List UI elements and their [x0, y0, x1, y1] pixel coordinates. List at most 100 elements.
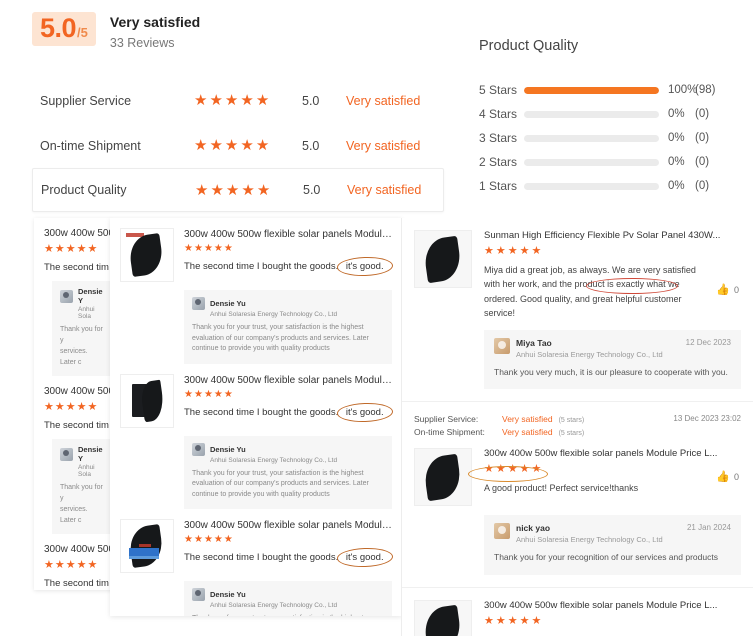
review-card-body: 300w 400w 500w flexible solar panels Mod…	[184, 374, 392, 428]
review-card[interactable]: 300w 400w 500w flexible solar panels Mod…	[110, 218, 402, 364]
star-bar-label: 5 Stars	[479, 83, 518, 97]
product-thumbnail[interactable]	[414, 230, 472, 288]
review-main: Sunman High Efficiency Flexible Pv Solar…	[414, 230, 741, 321]
like-control[interactable]: 👍 0	[716, 470, 739, 483]
review-card-top: 300w 400w 500w flexible solar panels Mod…	[120, 519, 392, 573]
supplier-reply: Densie Yu Anhui Solaresia Energy Technol…	[184, 290, 392, 364]
metric-label: Supplier Service	[40, 93, 132, 108]
review-card-partial[interactable]: 300w 400w 500 ★ ★ ★ ★ ★ The second tim D…	[34, 218, 112, 376]
star-bar-count: (0)	[695, 132, 710, 144]
star-bar-label: 4 Stars	[479, 107, 518, 121]
star-bar-count: (0)	[695, 156, 710, 168]
supplier-reply-header: Densie Yu	[192, 297, 384, 310]
metric-label: Product Quality	[41, 183, 127, 197]
product-title: 300w 400w 500	[44, 228, 112, 239]
star-icon: ★	[193, 534, 203, 545]
star-icon: ★	[203, 388, 213, 400]
supplier-reply-name: Densie Yu	[210, 444, 246, 454]
star-bar-label: 3 Stars	[479, 131, 518, 145]
review-column-left: 300w 400w 500 ★ ★ ★ ★ ★ The second tim D…	[34, 218, 112, 590]
review-stars: ★ ★ ★ ★ ★	[484, 614, 741, 627]
star-bar-row-2: 2 Stars 0% (0)	[479, 150, 745, 174]
review-item[interactable]: 300w 400w 500w flexible solar panels Mod…	[402, 588, 753, 636]
star-icon: ★	[484, 245, 494, 257]
star-icon: ★	[223, 388, 233, 400]
review-card[interactable]: 300w 400w 500w flexible solar panels Mod…	[110, 509, 402, 616]
star-icon: ★	[484, 614, 494, 627]
star-bar-count: (98)	[695, 84, 716, 96]
supplier-reply-company: Anhui Solaresia Energy Technology Co., L…	[210, 456, 338, 464]
supplier-reply-text-line1: Thank you for y	[60, 484, 103, 502]
overall-score-denominator: /5	[77, 25, 88, 40]
supplier-reply-name: Densie Yu	[210, 299, 246, 308]
product-thumbnail[interactable]	[120, 519, 174, 573]
metric-sentiment: Very satisfied	[346, 93, 421, 108]
review-text: Very happy cooperation! Perfect products…	[484, 633, 741, 636]
metric-sentiment: Very satisfied	[347, 183, 422, 197]
meta-supplier-service: Supplier Service: Very satisfied (5 star…	[414, 414, 584, 424]
supplier-reply-name: nick yao	[516, 523, 551, 534]
meta-stars: (5 stars)	[558, 430, 585, 438]
product-title[interactable]: 300w 400w 500w flexible solar panels Mod…	[184, 374, 392, 386]
review-stars: ★ ★ ★ ★ ★	[184, 388, 392, 400]
review-item[interactable]: Supplier Service: Very satisfied (5 star…	[402, 402, 753, 588]
thumbs-up-icon[interactable]: 👍	[716, 284, 730, 296]
solar-panel-image	[415, 601, 471, 636]
avatar	[60, 289, 73, 303]
product-title[interactable]: 300w 400w 500w flexible solar panels Mod…	[484, 599, 718, 611]
review-text: A good product! Perfect service!thanks	[484, 483, 639, 494]
star-bar-percent: 0%	[668, 156, 685, 168]
thumbs-up-icon[interactable]: 👍	[716, 471, 730, 484]
star-icon: ★	[210, 181, 224, 199]
star-icon: ★	[255, 137, 270, 154]
metric-sentiment: Very satisfied	[346, 138, 421, 153]
star-bar-track	[524, 158, 659, 166]
overall-score-title: Very satisfied	[109, 14, 201, 30]
star-icon: ★	[531, 245, 542, 257]
product-thumbnail[interactable]	[120, 228, 174, 282]
star-bar-track	[524, 86, 659, 94]
review-main: 300w 400w 500w flexible solar panels Mod…	[414, 448, 741, 507]
product-title[interactable]: 300w 400w 500w flexible solar panels Mod…	[184, 520, 392, 531]
star-icon: ★	[495, 463, 506, 476]
star-icon: ★	[240, 92, 254, 109]
star-icon: ★	[209, 137, 223, 154]
product-title[interactable]: Sunman High Efficiency Flexible Pv Solar…	[484, 230, 721, 241]
product-thumbnail[interactable]	[120, 373, 174, 428]
meta-key: On-time Shipment:	[414, 427, 485, 438]
metric-list: Supplier Service ★ ★ ★ ★ ★ 5.0 Very sati…	[32, 78, 444, 212]
overall-score-row: 5.0 /5 Very satisfied 33 Reviews	[32, 12, 200, 50]
star-icon: ★	[531, 463, 542, 476]
review-body: 300w 400w 500w flexible solar panels Mod…	[484, 600, 741, 636]
highlighted-phrase: it's good.	[341, 551, 389, 564]
metric-row-ontime-shipment: On-time Shipment ★ ★ ★ ★ ★ 5.0 Very sati…	[32, 123, 444, 168]
supplier-reply-name: Densie Y	[78, 445, 103, 463]
star-icon: ★	[76, 559, 87, 571]
solar-panel-image	[415, 449, 471, 505]
review-item[interactable]: Sunman High Efficiency Flexible Pv Solar…	[402, 218, 753, 403]
product-title[interactable]: 300w 400w 500w flexible solar panels Mod…	[484, 448, 718, 460]
star-icon: ★	[507, 463, 518, 476]
avatar	[192, 588, 205, 601]
like-control[interactable]: 👍 0	[716, 283, 739, 296]
product-thumbnail[interactable]	[414, 599, 472, 636]
supplier-reply-header: Densie Y	[60, 287, 104, 305]
star-bar-percent: 100%	[668, 84, 698, 96]
star-icon: ★	[44, 559, 54, 571]
supplier-reply-text: Thank you for your trust, your satisfact…	[192, 324, 369, 352]
supplier-reply-name: Miya Tao	[516, 337, 552, 348]
review-card-top: 300w 400w 500w flexible solar panels Mod…	[120, 228, 392, 282]
review-card-partial[interactable]: 300w 400w 500 ★ ★ ★ ★ ★ The second tim	[34, 534, 112, 589]
product-thumbnail[interactable]	[414, 448, 472, 507]
product-title[interactable]: 300w 400w 500w flexible solar panels Mod…	[184, 229, 392, 240]
review-card-partial[interactable]: 300w 400w 500 ★ ★ ★ ★ ★ The second tim D…	[34, 376, 112, 534]
review-card[interactable]: 300w 400w 500w flexible solar panels Mod…	[110, 364, 402, 509]
star-bar-track	[524, 134, 659, 142]
metric-row-product-quality[interactable]: Product Quality ★ ★ ★ ★ ★ 5.0 Very satis…	[32, 168, 444, 212]
review-text: The second time I bought the goods.	[184, 261, 339, 272]
review-meta: Supplier Service: Very satisfied (5 star…	[414, 414, 741, 440]
like-count: 0	[733, 471, 739, 482]
star-icon: ★	[184, 243, 193, 254]
supplier-reply-date: 21 Jan 2024	[686, 523, 731, 533]
meta-value: Very satisfied	[502, 427, 553, 438]
